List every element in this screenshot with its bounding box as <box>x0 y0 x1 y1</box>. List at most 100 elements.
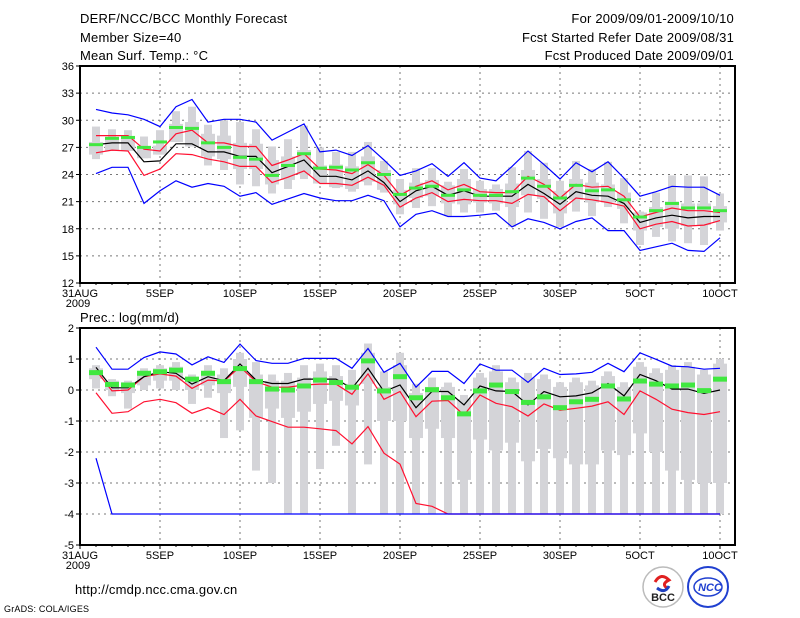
x-tick-label: 5OCT <box>625 288 655 300</box>
spread-box <box>681 366 695 480</box>
observed-marker <box>137 370 151 376</box>
panel-precipitation: -5 -4 -3 -2 -1 0 1 2 31AUG 5SEP 10SEP 15SEP 20SEP 25S… <box>62 323 738 572</box>
observed-marker <box>121 382 135 388</box>
observed-marker <box>537 184 551 188</box>
series-line-min <box>95 458 720 515</box>
observed-marker <box>345 168 359 172</box>
member-size: Member Size=40 <box>80 30 182 45</box>
spread-box <box>601 376 615 451</box>
observed-marker <box>489 382 503 388</box>
observed-marker <box>665 383 679 389</box>
observed-marker <box>633 215 647 219</box>
y-tick-label: -3 <box>64 478 74 490</box>
observed-marker <box>457 411 471 417</box>
observed-marker <box>329 165 343 169</box>
observed-marker <box>633 378 647 384</box>
observed-marker <box>457 188 471 192</box>
spread-whisker <box>300 365 308 514</box>
forecast-produced-date: Fcst Produced Date 2009/09/01 <box>544 48 734 63</box>
observed-marker <box>681 206 695 210</box>
spread-whisker <box>380 371 388 514</box>
y-tick-label: 24 <box>62 170 74 182</box>
x-tick-label: 25SEP <box>463 288 497 300</box>
observed-marker <box>105 136 119 140</box>
spread-whisker <box>268 374 276 483</box>
series-line-max <box>95 98 721 197</box>
y-tick-label: -1 <box>64 416 74 428</box>
spread-whisker <box>476 372 484 514</box>
observed-marker <box>361 161 375 165</box>
observed-marker <box>105 381 119 387</box>
observed-marker <box>473 388 487 394</box>
x-tick-label: 20SEP <box>383 288 417 300</box>
observed-marker <box>297 152 311 156</box>
observed-marker <box>393 374 407 380</box>
y-tick-label: -2 <box>64 447 74 459</box>
observed-marker <box>537 394 551 400</box>
temp-variable-label: Mean Surf. Temp.: °C <box>80 48 209 63</box>
observed-marker <box>585 189 599 193</box>
x-tick-label: 15SEP <box>303 550 337 562</box>
spread-whisker <box>348 369 356 514</box>
observed-marker <box>377 388 391 394</box>
spread-whisker <box>124 380 132 409</box>
spread-whisker <box>636 362 644 514</box>
spread-box <box>249 374 263 418</box>
observed-marker <box>553 196 567 200</box>
observed-marker <box>153 140 167 144</box>
observed-marker <box>281 387 295 393</box>
observed-marker <box>649 209 663 213</box>
observed-marker <box>121 135 135 139</box>
y-tick-label: -4 <box>64 509 74 521</box>
spread-whisker <box>220 368 228 439</box>
spread-box <box>377 386 391 421</box>
precip-variable-label: Prec.: log(mm/d) <box>80 310 180 325</box>
observed-marker <box>441 395 455 401</box>
observed-marker <box>393 192 407 196</box>
observed-marker <box>649 381 663 387</box>
spread-box <box>233 359 247 387</box>
observed-marker <box>505 190 519 194</box>
x-tick-label: 30SEP <box>543 550 577 562</box>
x-tick-label: 5SEP <box>146 550 174 562</box>
observed-marker <box>329 380 343 386</box>
observed-marker <box>713 209 727 213</box>
observed-marker <box>217 145 231 149</box>
observed-marker <box>425 387 439 393</box>
spread-whisker <box>332 365 340 446</box>
observed-marker <box>169 367 183 373</box>
spread-box <box>297 377 311 412</box>
website-url[interactable]: http://cmdp.ncc.cma.gov.cn <box>75 582 238 597</box>
spread-box <box>617 386 631 456</box>
forecast-period: For 2009/09/01-2009/10/10 <box>571 11 734 26</box>
spread-box <box>425 179 439 197</box>
x-tick-label: 10OCT <box>702 550 738 562</box>
spread-box <box>153 145 167 155</box>
observed-marker <box>601 188 615 192</box>
series-line-lower <box>95 149 721 230</box>
spread-box <box>441 386 455 439</box>
plot-frame <box>79 327 736 546</box>
y-tick-label: 0 <box>68 385 74 397</box>
spread-box <box>585 182 599 203</box>
spread-box <box>201 133 215 157</box>
observed-marker <box>489 193 503 197</box>
y-tick-label: 27 <box>62 142 74 154</box>
spread-box <box>105 138 119 151</box>
spread-box <box>521 169 535 196</box>
spread-box <box>697 374 711 483</box>
spread-box <box>649 372 663 452</box>
series-line-min <box>95 166 721 253</box>
spread-whisker <box>396 352 404 514</box>
observed-marker <box>377 173 391 176</box>
observed-marker <box>233 366 247 372</box>
observed-marker <box>185 126 199 130</box>
observed-marker <box>617 396 631 402</box>
y-tick-label: 33 <box>62 88 74 100</box>
observed-marker <box>553 405 567 411</box>
spread-whisker <box>412 383 420 514</box>
spread-box <box>457 399 471 480</box>
observed-marker <box>201 370 215 376</box>
observed-marker <box>89 143 103 147</box>
